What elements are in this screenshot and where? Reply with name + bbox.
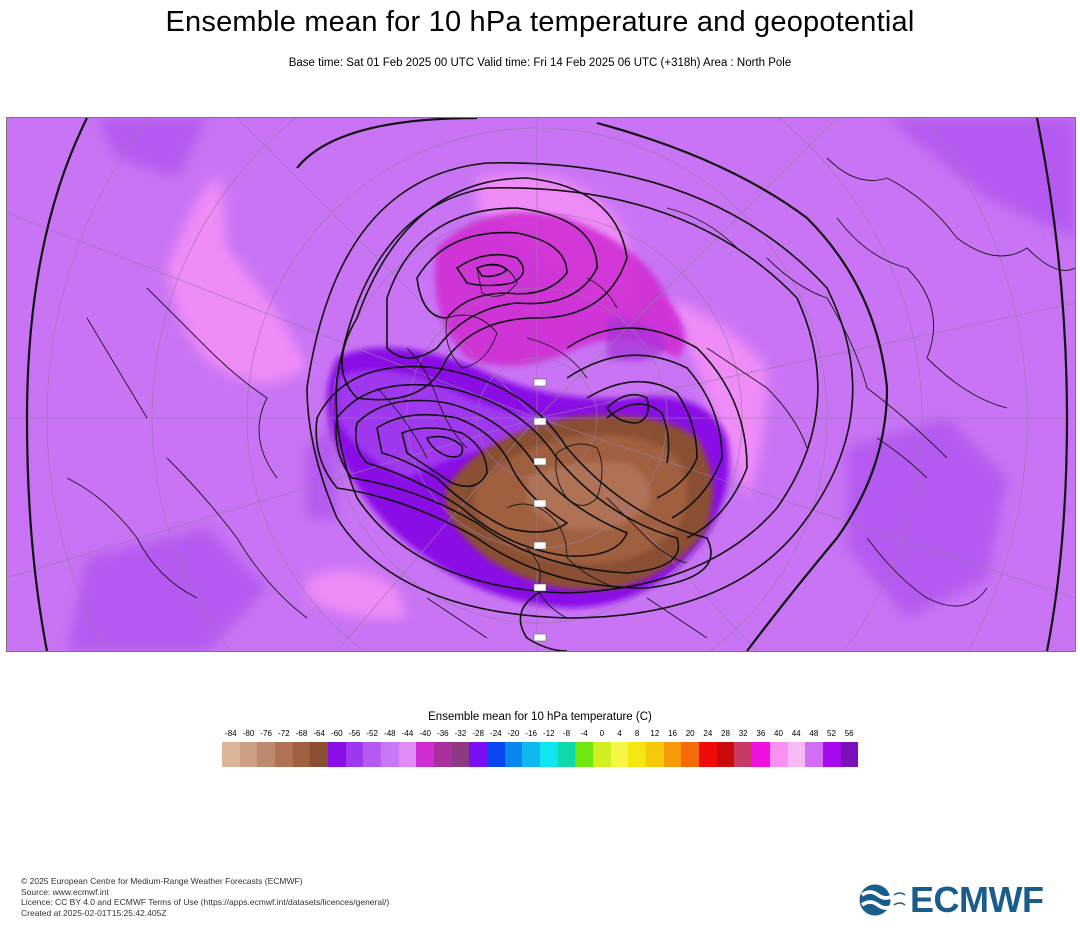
- color-scale-swatch: [310, 742, 329, 767]
- legend-tick-label: -56: [348, 729, 361, 738]
- legend-tick-label: 20: [685, 729, 695, 738]
- color-scale-swatch: [292, 742, 311, 767]
- color-scale-swatch: [787, 742, 806, 767]
- ecmwf-logo: ECMWF: [858, 879, 1044, 920]
- color-scale-swatch: [381, 742, 399, 767]
- chart-title: Ensemble mean for 10 hPa temperature and…: [165, 6, 915, 38]
- color-scale-bar: [222, 742, 859, 767]
- color-scale-swatch: [434, 742, 452, 767]
- color-scale-swatch: [699, 742, 717, 767]
- legend-tick-label: 36: [756, 729, 766, 738]
- color-scale-swatch: [487, 742, 505, 767]
- color-scale-swatch: [398, 742, 417, 767]
- legend-tick-label: -48: [384, 729, 396, 738]
- color-scale-swatch: [752, 742, 770, 767]
- color-scale-swatch: [239, 742, 258, 767]
- legend-title: Ensemble mean for 10 hPa temperature (C): [428, 711, 652, 723]
- legend-tick-label: -64: [313, 729, 325, 738]
- legend-ticks: -84 -80 -76 -72 -68 -64 -60 -56 -52 -48 -44 -40 -36-…: [0, 729, 1080, 741]
- color-scale-swatch: [610, 742, 629, 767]
- legend-tick-label: -76: [260, 729, 272, 738]
- legend-tick-label: -52: [366, 729, 378, 738]
- color-scale-swatch: [769, 742, 788, 767]
- color-scale-swatch: [275, 742, 293, 767]
- color-scale-swatch: [575, 742, 594, 767]
- footer-credits: © 2025 European Centre for Medium-Range …: [21, 876, 389, 918]
- legend-tick-label: -8: [562, 729, 571, 738]
- color-scale-swatch: [540, 742, 558, 767]
- legend-tick-label: -4: [580, 729, 588, 738]
- legend-tick-label: -12: [543, 729, 555, 738]
- footer-line: Source: www.ecmwf.int: [21, 886, 109, 897]
- legend-tick-label: 56: [844, 729, 854, 738]
- legend-tick-label: 24: [703, 729, 713, 738]
- contour-labels: [533, 378, 547, 642]
- legend-tick-label: 28: [721, 729, 730, 738]
- legend-tick-label: -32: [454, 729, 467, 738]
- color-scale-swatch: [734, 742, 753, 767]
- legend-tick-label: 16: [668, 729, 677, 738]
- color-scale-swatch: [451, 742, 470, 767]
- color-scale-swatch: [522, 742, 541, 767]
- legend-tick-label: 8: [634, 729, 640, 738]
- color-scale-swatch: [328, 742, 346, 767]
- legend-tick-label: -20: [507, 729, 520, 738]
- legend-tick-label: 44: [791, 729, 801, 738]
- color-scale-swatch: [345, 742, 364, 767]
- geopotential-contours: [25, 118, 1069, 651]
- legend-tick-label: -44: [401, 729, 414, 738]
- legend-tick-label: -16: [525, 729, 537, 738]
- color-scale-swatch: [504, 742, 523, 767]
- color-scale-swatch: [469, 742, 488, 767]
- ecmwf-wave-icon: [859, 884, 906, 916]
- legend-tick-label: 52: [827, 729, 836, 738]
- map-panel: [6, 117, 1076, 652]
- color-scale-swatch: [663, 742, 682, 767]
- legend-tick-label: -28: [472, 729, 484, 738]
- legend-tick-label: -72: [278, 729, 290, 738]
- color-scale-swatch: [628, 742, 647, 767]
- polar-map: [7, 118, 1075, 651]
- chart-subtitle: Base time: Sat 01 Feb 2025 00 UTC Valid …: [288, 57, 792, 69]
- footer-line: Created at 2025-02-01T15:25:42.405Z: [21, 907, 167, 918]
- legend-tick-label: -36: [437, 729, 449, 738]
- color-scale-swatch: [257, 742, 276, 767]
- legend-tick-label: 48: [809, 729, 819, 738]
- color-scale-swatch: [822, 742, 841, 767]
- coastlines: [66, 157, 1075, 639]
- legend-tick-label: 0: [599, 729, 605, 738]
- legend-tick-label: 40: [774, 729, 783, 738]
- footer-line: Licence: CC BY 4.0 and ECMWF Terms of Us…: [21, 897, 390, 908]
- color-scale-swatch: [646, 742, 664, 767]
- legend-tick-label: -80: [242, 729, 255, 738]
- color-scale-swatch: [716, 742, 735, 767]
- color-scale-swatch: [222, 742, 240, 767]
- ecmwf-logo-text: ECMWF: [910, 879, 1044, 920]
- legend-tick-label: 4: [617, 729, 622, 738]
- graticule: [7, 118, 1075, 651]
- color-scale-swatch: [840, 742, 859, 767]
- legend-tick-label: -24: [490, 729, 502, 738]
- color-scale-swatch: [593, 742, 611, 767]
- legend-tick-label: 32: [738, 729, 748, 738]
- legend-tick-label: -84: [225, 729, 237, 738]
- legend-tick-label: -68: [295, 729, 308, 738]
- legend-tick-label: -60: [331, 729, 343, 738]
- legend-tick-label: 12: [650, 729, 660, 738]
- footer-line: © 2025 European Centre for Medium-Range …: [21, 876, 303, 886]
- color-scale-swatch: [805, 742, 823, 767]
- color-scale-swatch: [557, 742, 576, 767]
- color-scale-swatch: [681, 742, 700, 767]
- color-scale-swatch: [416, 742, 435, 767]
- legend-tick-label: -40: [419, 729, 431, 738]
- color-scale-swatch: [363, 742, 382, 767]
